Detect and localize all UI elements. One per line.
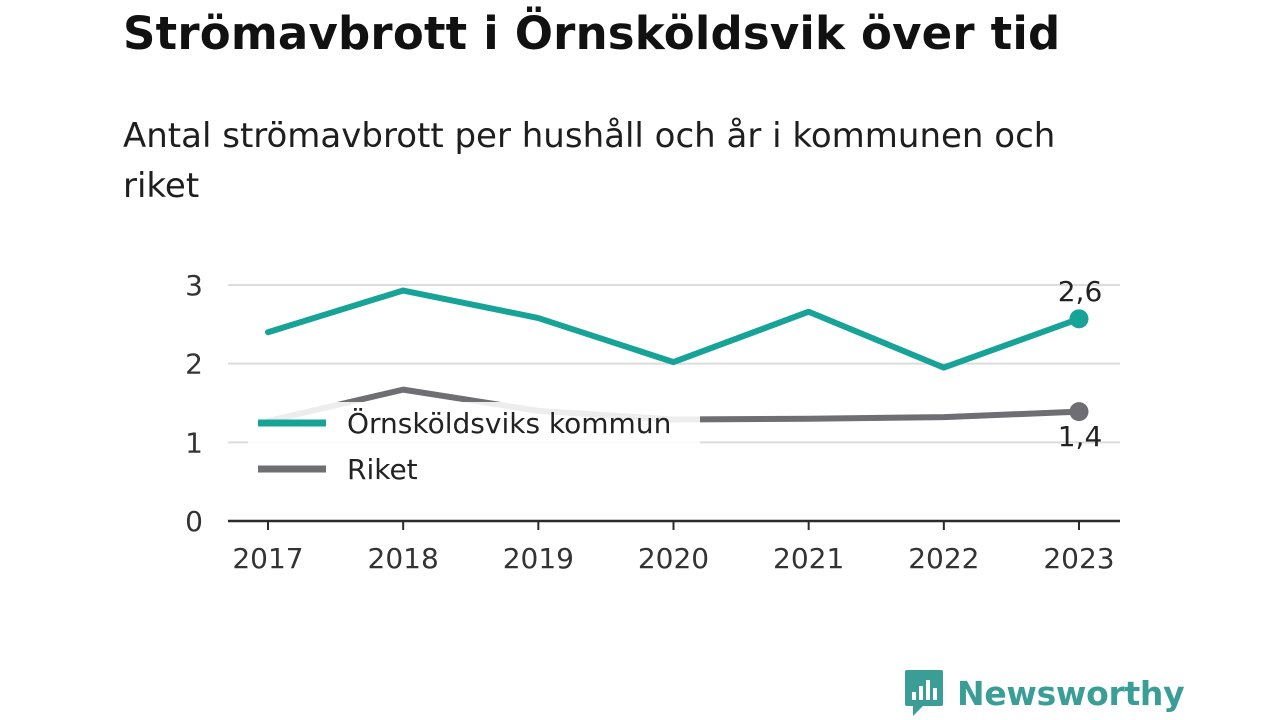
end-point-riket (1069, 402, 1089, 422)
x-tick-label-2021: 2021 (773, 542, 844, 575)
legend: Örnsköldsviks kommun Riket (248, 402, 700, 498)
y-tick-label-2: 2 (185, 348, 203, 381)
brand: Newsworthy (903, 667, 1185, 719)
brand-name: Newsworthy (957, 673, 1185, 713)
x-axis: 2017 2018 2019 2020 2021 2022 2023 (228, 519, 1120, 575)
end-label-riket: 1,4 (1058, 420, 1103, 453)
x-tick-label-2023: 2023 (1043, 542, 1114, 575)
newsworthy-logo-icon (905, 670, 943, 716)
chart-title: Strömavbrott i Örnsköldsvik över tid (123, 7, 1061, 60)
y-tick-label-1: 1 (185, 426, 203, 459)
y-tick-label-0: 0 (185, 505, 203, 538)
series-line-ornskoldsvik (265, 287, 1082, 371)
y-tick-label-3: 3 (185, 269, 203, 302)
x-tick-label-2020: 2020 (638, 542, 709, 575)
end-point-ornskoldsvik (1069, 309, 1089, 329)
chart-subtitle: Antal strömavbrott per hushåll och år i … (123, 116, 1056, 206)
x-tick-label-2022: 2022 (908, 542, 979, 575)
x-tick-label-2018: 2018 (368, 542, 439, 575)
legend-background (248, 402, 700, 498)
x-tick-label-2019: 2019 (503, 542, 574, 575)
end-label-ornskoldsvik: 2,6 (1058, 275, 1103, 308)
legend-label-ornskoldsvik: Örnsköldsviks kommun (347, 406, 671, 440)
legend-label-riket: Riket (347, 453, 418, 486)
x-tick-label-2017: 2017 (232, 542, 303, 575)
series-group (265, 287, 1089, 425)
y-axis: 0 1 2 3 (185, 269, 203, 538)
end-labels: 2,6 1,4 (1058, 275, 1103, 453)
